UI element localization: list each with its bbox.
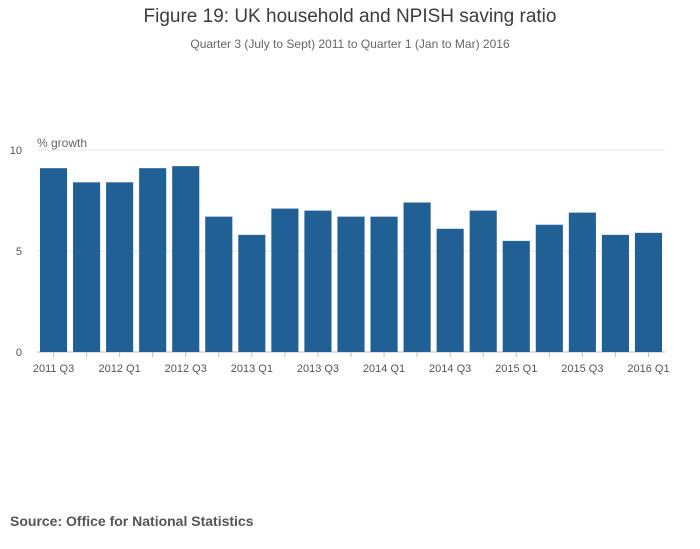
bar [39,168,68,352]
bar [535,224,563,352]
bar [106,182,134,352]
bar [238,234,266,352]
source-note: Source: Office for National Statistics [10,513,254,529]
bar [568,212,596,352]
x-tick-label: 2011 Q3 [33,363,74,375]
y-tick-label: 5 [16,246,22,258]
bar [502,240,530,352]
bar [601,234,629,352]
x-tick-label: 2012 Q1 [99,363,141,375]
y-tick-label: 10 [10,145,22,157]
bar [139,168,167,352]
y-tick-label: 0 [16,347,22,359]
x-tick-label: 2012 Q3 [165,363,207,375]
bar [337,216,365,352]
bars [39,166,663,352]
bar [370,216,398,352]
chart-title: Figure 19: UK household and NPISH saving… [143,6,557,27]
x-tick-label: 2014 Q1 [363,363,405,375]
x-tick-label: 2015 Q3 [561,363,603,375]
bar [73,182,101,352]
x-tick-label: 2016 Q1 [627,363,669,375]
y-axis-label: % growth [37,136,87,150]
bar [304,210,332,352]
bar [271,208,299,352]
bar [436,228,464,352]
x-tick-label: 2014 Q3 [429,363,471,375]
bar [172,166,200,352]
chart-subtitle: Quarter 3 (July to Sept) 2011 to Quarter… [190,37,510,51]
bar [403,202,431,352]
x-tick-label: 2013 Q1 [231,363,273,375]
axes: 0 5 10 2011 Q3 2012 Q1 2012 Q3 2013 Q1 2013 Q3 2… [10,145,670,375]
bar [205,216,233,352]
x-tick-label: 2015 Q1 [495,363,537,375]
bar [634,232,663,352]
x-tick-label: 2013 Q3 [297,363,339,375]
bar [469,210,497,352]
